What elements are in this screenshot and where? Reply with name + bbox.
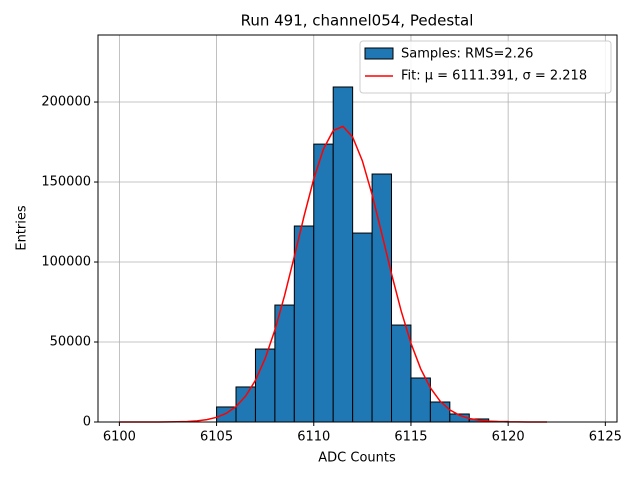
- legend-swatch: [364, 47, 394, 60]
- chart-title: Run 491, channel054, Pedestal: [241, 12, 474, 30]
- y-tick-label: 50000: [50, 335, 91, 350]
- x-tick-label: 6100: [103, 430, 136, 445]
- histogram-bar: [274, 304, 295, 423]
- x-tick-label: 6110: [297, 430, 330, 445]
- plot-frame: [97, 34, 618, 423]
- fit-line: [119, 125, 548, 423]
- legend-box: [359, 40, 612, 94]
- histogram-bar: [371, 173, 393, 423]
- histogram-bar: [332, 86, 354, 423]
- y-tick-label: 100000: [41, 255, 91, 270]
- histogram-bar: [410, 377, 431, 423]
- x-tick-label: 6115: [394, 430, 427, 445]
- y-tick-label: 150000: [41, 175, 91, 190]
- histogram-bar: [313, 143, 334, 423]
- x-tick-label: 6105: [200, 430, 233, 445]
- x-tick-label: 6125: [589, 430, 622, 445]
- y-axis-label: Entries: [15, 205, 30, 251]
- histogram-bar: [352, 232, 373, 423]
- legend-label: Samples: RMS=2.26: [401, 47, 533, 62]
- histogram-bar: [293, 225, 315, 423]
- x-tick-label: 6120: [492, 430, 525, 445]
- y-tick-label: 200000: [41, 95, 91, 110]
- histogram-bar: [429, 401, 451, 423]
- y-tick-label: 0: [83, 415, 91, 430]
- legend-label: Fit: μ = 6111.391, σ = 2.218: [401, 69, 587, 84]
- x-axis-label: ADC Counts: [318, 451, 396, 466]
- histogram-bar: [391, 324, 412, 423]
